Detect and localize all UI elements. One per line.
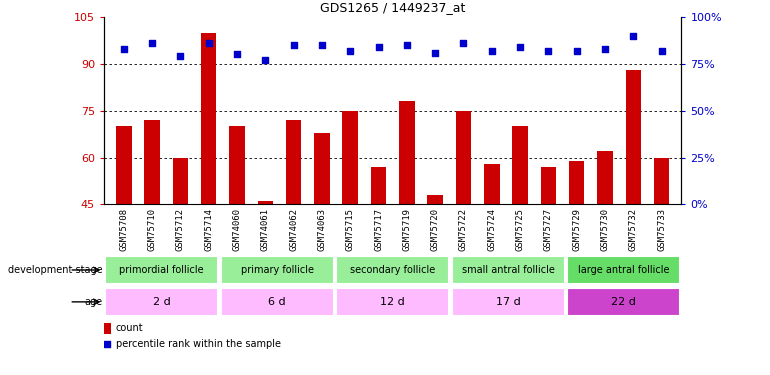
Point — [627, 33, 639, 39]
Point — [599, 46, 611, 52]
Text: 17 d: 17 d — [496, 297, 521, 307]
Point — [203, 40, 215, 46]
Bar — [598, 151, 613, 345]
Bar — [257, 201, 273, 345]
Text: primary follicle: primary follicle — [241, 265, 313, 275]
Text: GSM75715: GSM75715 — [346, 208, 355, 251]
Point — [102, 341, 114, 347]
Point — [542, 48, 554, 54]
Text: GSM75730: GSM75730 — [601, 208, 610, 251]
Text: GSM75712: GSM75712 — [176, 208, 185, 251]
Bar — [144, 120, 160, 345]
Point — [514, 44, 526, 50]
Bar — [451, 288, 564, 316]
Bar — [172, 158, 188, 345]
Bar — [343, 111, 358, 345]
Bar — [336, 288, 449, 316]
Text: small antral follicle: small antral follicle — [462, 265, 554, 275]
Text: 2 d: 2 d — [152, 297, 171, 307]
Point — [146, 40, 159, 46]
Text: GSM75720: GSM75720 — [430, 208, 440, 251]
Point — [429, 50, 441, 55]
Point — [174, 53, 186, 59]
Text: age: age — [85, 297, 103, 307]
Text: GSM75729: GSM75729 — [572, 208, 581, 251]
Text: GSM74061: GSM74061 — [261, 208, 270, 251]
Text: large antral follicle: large antral follicle — [578, 265, 669, 275]
Text: development stage: development stage — [8, 265, 103, 275]
Bar — [456, 111, 471, 345]
Point — [344, 48, 357, 54]
Text: GSM75725: GSM75725 — [516, 208, 524, 251]
Bar — [105, 288, 219, 316]
Point — [259, 57, 272, 63]
Point — [457, 40, 470, 46]
Bar — [567, 256, 681, 284]
Text: GSM75719: GSM75719 — [403, 208, 411, 251]
Text: GSM74062: GSM74062 — [289, 208, 298, 251]
Text: GSM75724: GSM75724 — [487, 208, 497, 251]
Bar — [314, 132, 330, 345]
Bar — [625, 70, 641, 345]
Bar — [336, 256, 449, 284]
Bar — [541, 167, 556, 345]
Text: GSM75727: GSM75727 — [544, 208, 553, 251]
Title: GDS1265 / 1449237_at: GDS1265 / 1449237_at — [320, 2, 465, 14]
Bar — [201, 33, 216, 345]
Point — [486, 48, 498, 54]
Text: 12 d: 12 d — [380, 297, 405, 307]
Text: secondary follicle: secondary follicle — [350, 265, 435, 275]
Bar — [221, 256, 334, 284]
Text: GSM75710: GSM75710 — [148, 208, 156, 251]
Point — [655, 48, 668, 54]
Text: percentile rank within the sample: percentile rank within the sample — [116, 339, 280, 349]
Bar — [221, 288, 334, 316]
Bar — [371, 167, 387, 345]
Text: primordial follicle: primordial follicle — [119, 265, 204, 275]
Bar — [451, 256, 564, 284]
Point — [118, 46, 130, 52]
Text: GSM74060: GSM74060 — [233, 208, 242, 251]
Bar — [104, 323, 111, 334]
Bar — [654, 158, 669, 345]
Text: GSM75732: GSM75732 — [629, 208, 638, 251]
Text: GSM75717: GSM75717 — [374, 208, 383, 251]
Text: GSM75708: GSM75708 — [119, 208, 129, 251]
Text: GSM75722: GSM75722 — [459, 208, 468, 251]
Bar — [229, 126, 245, 345]
Point — [287, 42, 300, 48]
Point — [571, 48, 583, 54]
Bar — [399, 101, 414, 345]
Point — [373, 44, 385, 50]
Bar — [116, 126, 132, 345]
Text: GSM74063: GSM74063 — [317, 208, 326, 251]
Text: GSM75714: GSM75714 — [204, 208, 213, 251]
Bar — [512, 126, 528, 345]
Text: count: count — [116, 323, 143, 333]
Text: GSM75733: GSM75733 — [657, 208, 666, 251]
Bar — [105, 256, 219, 284]
Bar — [484, 164, 500, 345]
Point — [231, 51, 243, 57]
Bar — [569, 160, 584, 345]
Bar — [567, 288, 681, 316]
Bar — [286, 120, 301, 345]
Bar — [427, 195, 443, 345]
Text: 22 d: 22 d — [611, 297, 636, 307]
Text: 6 d: 6 d — [269, 297, 286, 307]
Point — [400, 42, 413, 48]
Point — [316, 42, 328, 48]
